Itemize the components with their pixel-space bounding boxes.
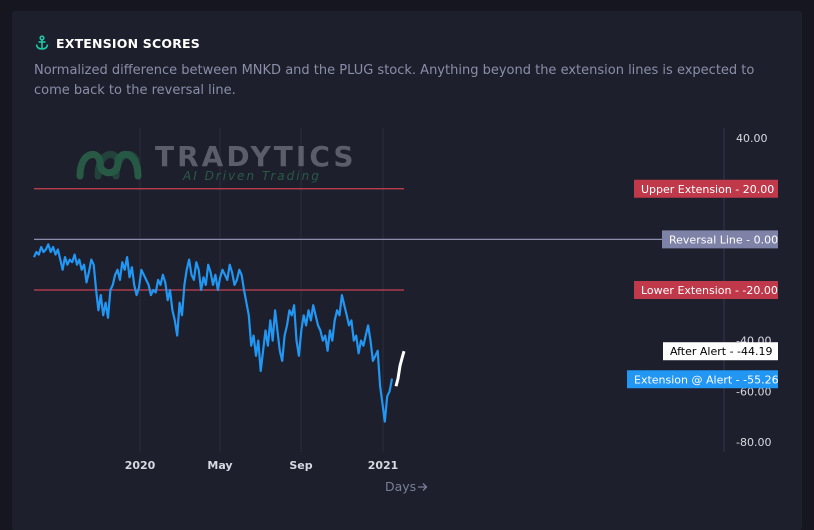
reference-lines xyxy=(34,188,724,291)
y-tick-label: 40.00 xyxy=(736,132,768,145)
x-tick-label: Sep xyxy=(289,459,312,472)
marker-badge-text: Extension @ Alert - -55.26 xyxy=(634,373,779,386)
anchor-icon xyxy=(35,35,49,50)
card-header: EXTENSION SCORES xyxy=(34,35,200,51)
reference-badge xyxy=(634,179,778,198)
value-badges: Upper Extension - 20.00 Reversal Line - 0… xyxy=(627,179,779,389)
y-tick-label: -60.00 xyxy=(736,385,771,398)
x-axis-ticks: 2020 May Sep 2021 xyxy=(125,459,399,472)
marker-badge xyxy=(663,342,778,361)
reference-badge-text: Lower Extension - -20.00 xyxy=(641,284,778,297)
reference-badge xyxy=(634,281,778,299)
reference-badge-text: Upper Extension - 20.00 xyxy=(641,183,774,196)
reference-badge xyxy=(662,230,778,249)
card-title: EXTENSION SCORES xyxy=(56,35,200,51)
watermark-tagline: AI Driven Trading xyxy=(182,169,321,183)
card-description: Normalized difference between MNKD and t… xyxy=(34,63,755,98)
marker-badge xyxy=(627,370,778,389)
y-axis-ticks: 40.00-40.00-60.00-80.00 xyxy=(736,132,771,449)
extension-scores-card xyxy=(12,11,802,530)
marker-badge-text: After Alert - -44.19 xyxy=(670,345,773,358)
y-tick-label: -80.00 xyxy=(736,436,771,449)
tradytics-watermark: TRADYTICS AI Driven Trading xyxy=(76,140,357,183)
series-line xyxy=(33,243,394,423)
after-alert-line xyxy=(394,350,406,387)
x-tick-label: May xyxy=(207,459,232,472)
x-tick-label: 2020 xyxy=(125,459,156,472)
watermark-logo-icon xyxy=(76,151,142,180)
reference-badge-text: Reversal Line - 0.00 xyxy=(669,233,778,246)
x-axis-title: Days xyxy=(385,479,416,494)
arrow-right-icon xyxy=(418,483,428,491)
x-tick-label: 2021 xyxy=(368,459,399,472)
watermark-name: TRADYTICS xyxy=(155,140,357,173)
